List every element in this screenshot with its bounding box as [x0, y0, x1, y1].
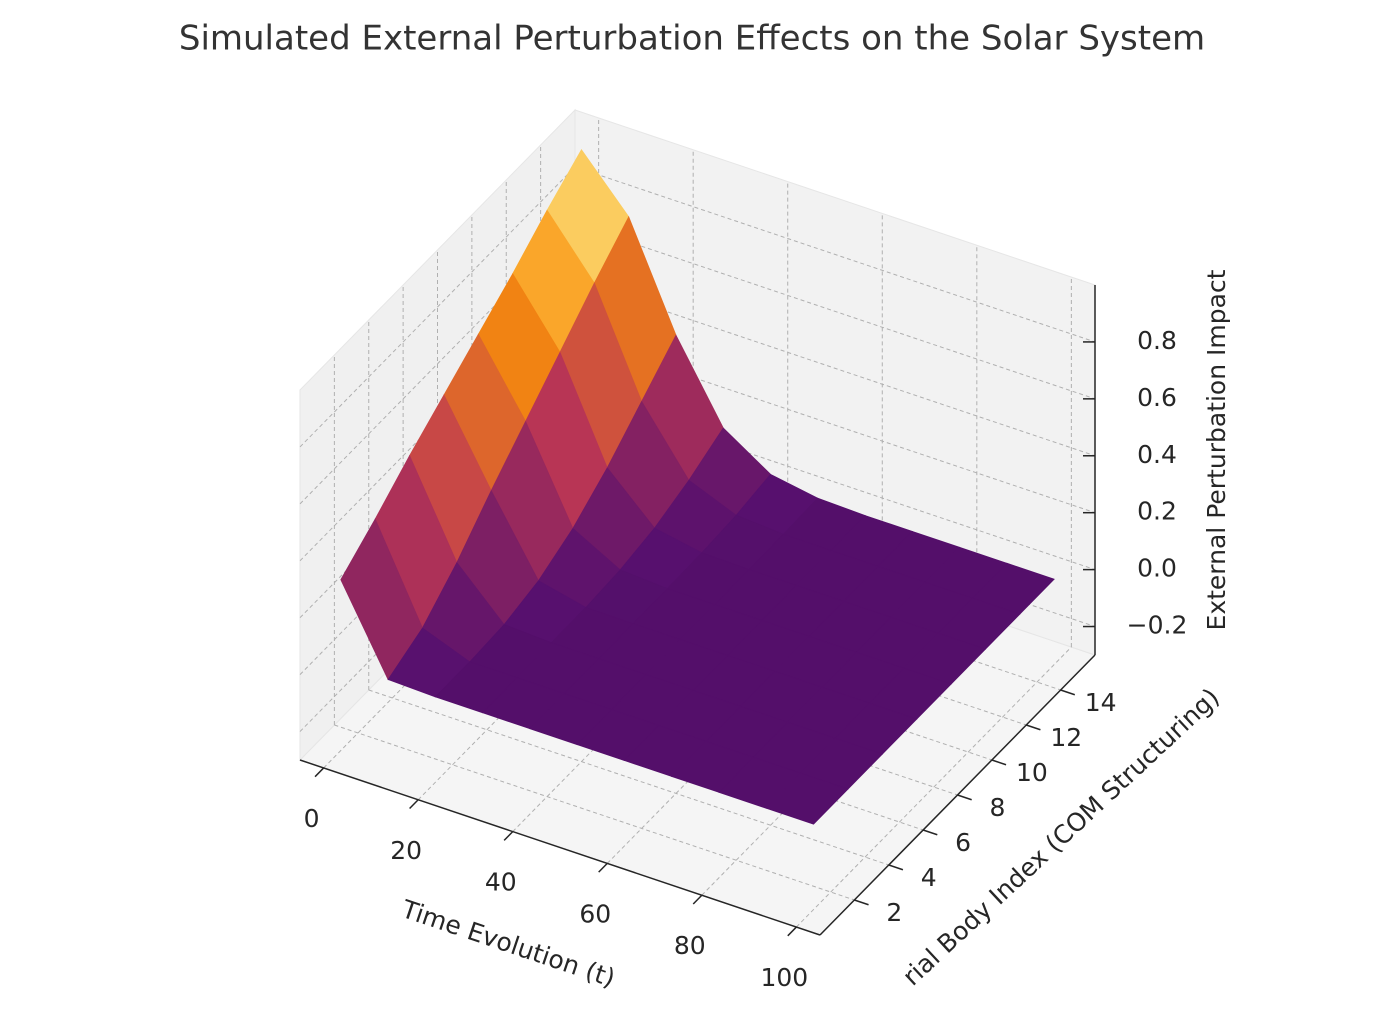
axis-line [819, 654, 1096, 936]
surface-patch [765, 772, 849, 825]
grid-line [299, 166, 576, 448]
y-tick-label: 2 [886, 898, 902, 927]
z-tick-label: 0.6 [1137, 383, 1177, 412]
grid-line [796, 646, 1072, 928]
z-tick-label: 0.8 [1137, 326, 1177, 355]
grid-line [574, 166, 1096, 343]
x-tick [692, 894, 703, 905]
y-tick-label: 12 [1050, 723, 1082, 752]
y-tick-label: 4 [921, 863, 937, 892]
x-tick-label: 0 [304, 804, 320, 833]
y-tick [957, 794, 972, 801]
z-tick-label: 0.2 [1137, 497, 1177, 526]
grid-line [299, 223, 576, 505]
y-tick [888, 864, 904, 871]
y-tick-label: 8 [990, 793, 1006, 822]
z-axis-label: External Perturbation Impact [1202, 269, 1231, 630]
x-tick [503, 831, 514, 841]
axis-line [299, 759, 821, 936]
x-tick-label: 60 [579, 899, 611, 928]
x-tick-label: 20 [390, 836, 422, 865]
y-tick-label: 14 [1085, 688, 1117, 717]
y-tick [854, 899, 869, 906]
x-tick [409, 799, 419, 810]
x-tick-label: 100 [761, 963, 809, 992]
x-tick-label: 80 [674, 931, 706, 960]
y-tick [922, 829, 938, 836]
grid-line [574, 223, 1096, 400]
y-tick-label: 6 [955, 828, 971, 857]
x-tick [598, 862, 608, 873]
z-tick-label: 0.4 [1137, 440, 1177, 469]
chart-title: Simulated External Perturbation Effects … [179, 19, 1205, 59]
y-tick [1026, 724, 1041, 731]
y-tick [1060, 689, 1076, 696]
z-tick-label: 0.0 [1137, 554, 1177, 583]
z-tick-label: −0.2 [1127, 611, 1188, 640]
grid-line [368, 689, 889, 866]
y-tick [991, 759, 1007, 766]
grid-line [334, 724, 855, 901]
y-tick-label: 10 [1016, 758, 1048, 787]
x-tick-label: 40 [485, 868, 517, 897]
x-tick [314, 767, 325, 778]
x-tick [787, 926, 797, 937]
